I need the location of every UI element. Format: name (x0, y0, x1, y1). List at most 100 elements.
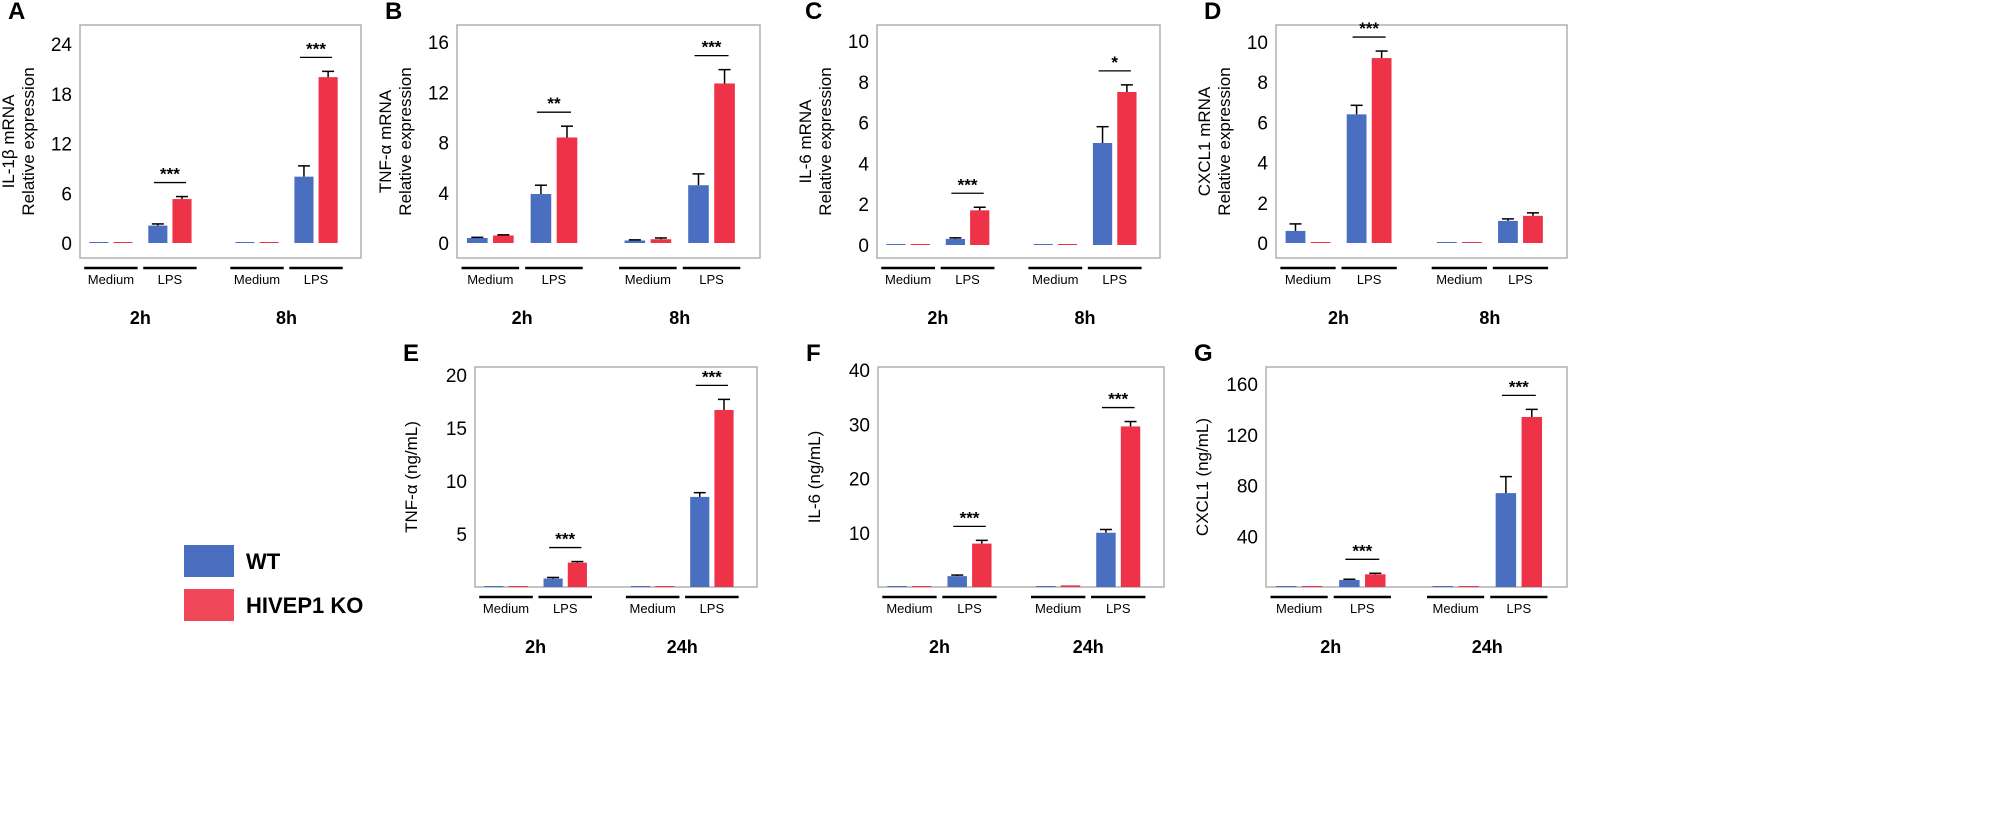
bar-ko (1060, 585, 1081, 587)
condition-label: LPS (304, 272, 329, 287)
bar-ko (714, 409, 734, 587)
panel-letter: F (806, 340, 821, 367)
bar-ko (318, 77, 338, 244)
bar-wt (945, 238, 966, 245)
condition-label: Medium (1276, 601, 1322, 616)
legend-label-wt: WT (246, 549, 281, 574)
y-tick-label: 80 (1237, 477, 1258, 498)
y-tick-label: 6 (61, 184, 72, 205)
condition-label: Medium (88, 272, 134, 287)
y-axis-label: TNF-α (ng/mL) (402, 421, 421, 533)
plot-frame (474, 366, 758, 588)
bar-ko (1458, 586, 1479, 587)
y-axis-label-line: Relative expression (396, 67, 415, 215)
bar-wt (1092, 143, 1113, 245)
bar-wt (1036, 586, 1056, 587)
significance-label: *** (1352, 541, 1372, 560)
y-tick-label: 6 (858, 114, 869, 135)
panel-a: A 0 6 12 18 24 IL-1β mRNARelative expression **… (0, 0, 362, 328)
y-tick-label: 4 (1257, 154, 1268, 175)
significance-label: *** (1509, 377, 1529, 396)
bar-ko (1523, 215, 1543, 243)
panel-letter: C (805, 0, 822, 25)
significance-label: *** (555, 530, 575, 549)
y-tick-label: 0 (438, 234, 449, 255)
bar-wt (1033, 244, 1053, 245)
y-tick-label: 30 (849, 415, 870, 436)
time-label: 2h (929, 637, 950, 657)
y-axis-label: IL-6 (ng/mL) (805, 431, 824, 524)
bar-wt (1432, 586, 1453, 587)
bar-ko (508, 586, 528, 587)
y-tick-label: 8 (858, 73, 869, 94)
plot-frame (456, 24, 761, 259)
significance-label: *** (702, 38, 722, 57)
significance-label: *** (1359, 19, 1379, 38)
condition-label: LPS (1508, 272, 1533, 287)
bar-wt (530, 194, 552, 243)
bar-ko (1521, 416, 1543, 587)
time-label: 8h (1074, 308, 1095, 328)
plot-frame (79, 24, 362, 259)
bar-ko (567, 562, 587, 587)
panel-e: E 5 10 15 20 TNF-α (ng/mL) *** *** Medium LPS Medi… (402, 340, 758, 657)
y-tick-label: 2 (858, 195, 869, 216)
condition-label: LPS (699, 272, 724, 287)
condition-label: Medium (1285, 272, 1331, 287)
time-label: 8h (1479, 308, 1500, 328)
y-axis-label-line: CXCL1 mRNA (1195, 86, 1214, 196)
condition-label: LPS (1106, 601, 1131, 616)
condition-label: LPS (1102, 272, 1127, 287)
y-tick-label: 4 (858, 154, 869, 175)
y-axis-label-line: CXCL1 (ng/mL) (1193, 418, 1212, 536)
condition-label: Medium (467, 272, 513, 287)
legend: WT HIVEP1 KO (184, 545, 363, 621)
bar-ko (1117, 92, 1137, 245)
bar-wt (947, 576, 967, 587)
y-axis-label-line: IL-1β mRNA (0, 94, 18, 189)
bar-wt (294, 176, 314, 243)
condition-label: LPS (1350, 601, 1375, 616)
y-tick-label: 2 (1257, 194, 1268, 215)
y-tick-label: 40 (1237, 527, 1258, 548)
y-tick-label: 160 (1226, 375, 1258, 396)
bar-wt (1498, 220, 1518, 243)
condition-label: Medium (1032, 272, 1078, 287)
bar-wt (1495, 493, 1517, 587)
condition-label: Medium (1035, 601, 1081, 616)
significance-label: *** (160, 165, 180, 184)
panel-letter: A (8, 0, 25, 25)
bar-wt (466, 237, 488, 243)
bar-ko (1371, 58, 1392, 243)
panel-f: F 10 20 30 40 IL-6 (ng/mL) *** *** Medium LPS Medi… (805, 340, 1165, 657)
condition-label: Medium (625, 272, 671, 287)
time-label: 2h (927, 308, 948, 328)
bar-ko (912, 586, 932, 587)
plot-frame (876, 24, 1161, 259)
legend-swatch-ko (184, 589, 234, 621)
bar-wt (1096, 532, 1116, 587)
panel-letter: B (385, 0, 402, 25)
bar-ko (1310, 241, 1331, 243)
y-axis-label-line: IL-6 (ng/mL) (805, 431, 824, 524)
time-label: 24h (1472, 637, 1503, 657)
bar-wt (89, 242, 109, 243)
significance-label: *** (1108, 390, 1128, 409)
bar-wt (543, 578, 563, 587)
significance-label: *** (702, 367, 722, 386)
condition-label: LPS (700, 601, 725, 616)
condition-label: LPS (955, 272, 980, 287)
y-axis-label-line: IL-6 mRNA (796, 99, 815, 184)
y-tick-label: 18 (51, 85, 72, 106)
y-tick-label: 6 (1257, 113, 1268, 134)
time-label: 8h (669, 308, 690, 328)
y-tick-label: 120 (1226, 426, 1258, 447)
bar-wt (688, 185, 709, 243)
bar-ko (1301, 586, 1323, 587)
time-label: 24h (1073, 637, 1104, 657)
significance-label: *** (306, 39, 326, 58)
y-axis-label-line: Relative expression (19, 67, 38, 215)
time-label: 2h (525, 637, 546, 657)
y-axis-label: TNF-α mRNARelative expression (376, 67, 415, 215)
time-label: 24h (667, 637, 698, 657)
